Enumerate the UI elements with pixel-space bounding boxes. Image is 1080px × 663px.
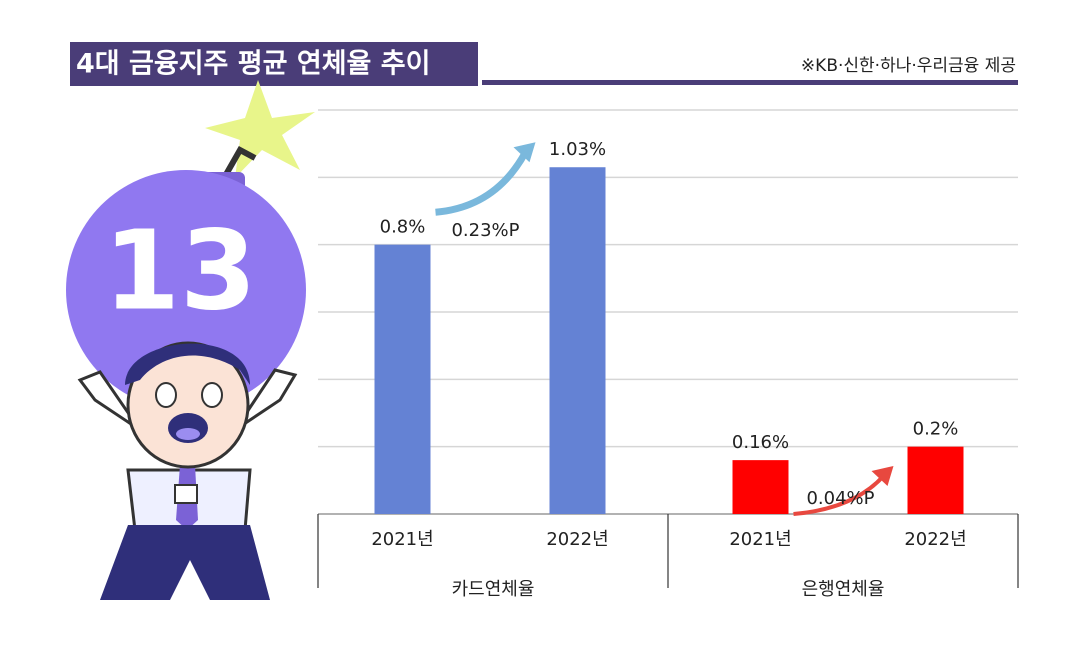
value-label: 0.2% [913, 419, 959, 440]
value-label: 0.8% [380, 217, 426, 238]
x-tick-label: 2021년 [729, 529, 791, 550]
arrow-head [513, 142, 536, 163]
x-tick-label: 2022년 [546, 529, 608, 550]
value-label: 1.03% [549, 139, 606, 160]
change-arrow [435, 150, 529, 216]
value-label: 0.16% [732, 432, 789, 453]
change-arrow [793, 474, 885, 516]
svg-text:13: 13 [103, 206, 256, 334]
chart-title: 4대 금융지주 평균 연체율 추이 [76, 49, 430, 80]
bar [907, 446, 964, 514]
title-box [70, 42, 478, 86]
change-label: 0.04%P [806, 488, 874, 509]
illustration: 13 [66, 80, 315, 600]
bar [374, 244, 431, 514]
change-label: 0.23%P [451, 220, 519, 241]
group-label: 은행연체율 [802, 579, 885, 600]
title-rule [482, 80, 1018, 85]
group-label: 카드연체율 [452, 579, 535, 600]
x-tick-label: 2022년 [904, 529, 966, 550]
x-tick-label: 2021년 [371, 529, 433, 550]
source-note: ※KB·신한·하나·우리금융 제공 [801, 56, 1016, 76]
bar [732, 460, 789, 514]
arrow-head [871, 466, 894, 486]
bar [549, 167, 606, 514]
